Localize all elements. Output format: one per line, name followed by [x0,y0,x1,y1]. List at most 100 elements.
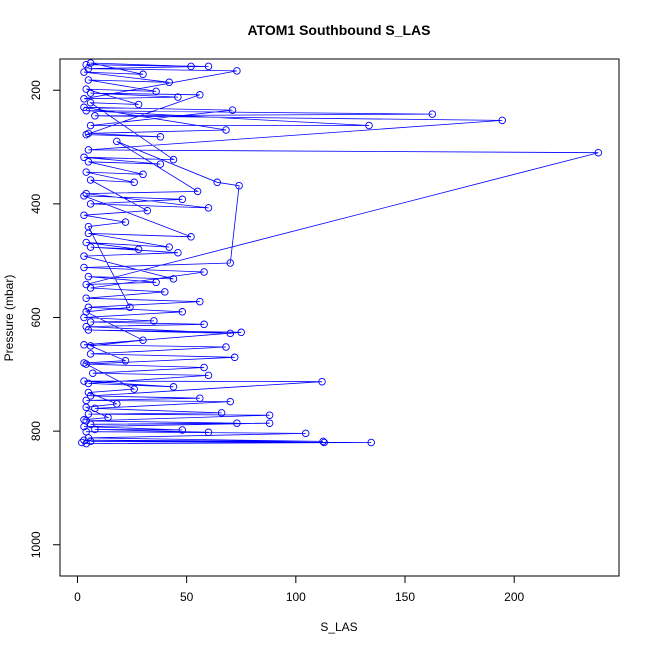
data-point [178,426,187,434]
data-point [156,160,165,168]
data-point [121,356,130,365]
data-point [150,317,158,325]
data-point [174,93,182,101]
plot-area [78,59,603,448]
data-point [196,91,204,99]
x-tick-label: 150 [395,590,415,604]
data-point [193,187,202,196]
data-point [365,121,373,130]
data-point [222,126,230,134]
data-point [82,238,90,247]
data-point [82,60,90,69]
data-point [80,416,88,424]
data-point [174,248,182,257]
data-point [126,303,134,312]
data-point [152,278,160,287]
data-point [84,303,93,312]
data-point [86,342,95,350]
y-axis-label: Pressure (mbar) [2,275,16,362]
data-point [187,233,195,241]
data-point [82,189,90,198]
data-point [80,95,88,103]
x-tick-label: 50 [180,590,194,604]
data-point [113,400,121,408]
data-point [178,308,187,316]
data-point [80,192,88,200]
data-point [82,427,90,436]
data-point [84,379,93,388]
data-point [84,388,93,397]
data-point [301,429,310,438]
data-point [104,413,112,422]
data-point [82,308,90,316]
data-point [84,410,93,418]
data-point [86,350,95,358]
data-point [161,288,169,296]
data-point [80,211,88,219]
data-point [86,59,95,67]
data-point [80,68,88,76]
data-point [82,403,90,412]
data-point [82,168,90,176]
data-point [82,294,90,302]
data-point [134,245,143,254]
data-point [204,62,213,71]
data-point [130,385,138,393]
data-point [196,297,204,306]
y-tick-label: 200 [29,80,43,100]
data-point [113,137,121,146]
data-point [213,178,221,187]
data-point [86,243,95,251]
data-point [165,243,173,251]
data-point [594,148,603,157]
y-tick-label: 400 [29,194,43,214]
data-point [139,70,147,79]
data-point [91,404,99,413]
data-point [84,222,93,231]
data-point [143,206,152,215]
data-point [139,170,147,179]
data-point [165,78,173,87]
plot-frame [59,58,620,577]
data-point [319,437,327,446]
data-point [80,252,88,260]
data-point [80,263,88,272]
data-point [226,397,235,406]
data-point [233,419,241,427]
data-point [230,353,239,362]
data-point [84,76,93,84]
y-tick-label: 800 [29,421,43,441]
data-point [222,343,230,351]
data-point [82,85,90,93]
data-point [86,200,95,208]
chart-title: ATOM1 Southbound S_LAS [247,22,430,38]
data-point [187,62,195,71]
x-tick-label: 200 [504,590,524,604]
data-point [217,409,226,417]
data-point [226,329,235,338]
data-point [200,320,208,329]
data-point [80,359,88,367]
data-point [84,158,93,166]
data-point [152,87,160,96]
data-point [86,318,95,326]
data-point [91,112,99,120]
data-point [320,438,328,447]
data-point [169,275,178,283]
data-point [139,336,147,344]
data-point [196,394,204,402]
data-point [82,322,90,331]
data-point [86,176,95,184]
data-point [169,383,178,391]
data-point [428,110,437,118]
data-point [80,377,88,385]
data-point [169,155,178,164]
data-point [226,259,235,267]
data-point [235,181,243,190]
data-point [80,103,88,112]
data-point [84,272,93,281]
data-point [318,377,326,386]
data-point [265,411,274,419]
